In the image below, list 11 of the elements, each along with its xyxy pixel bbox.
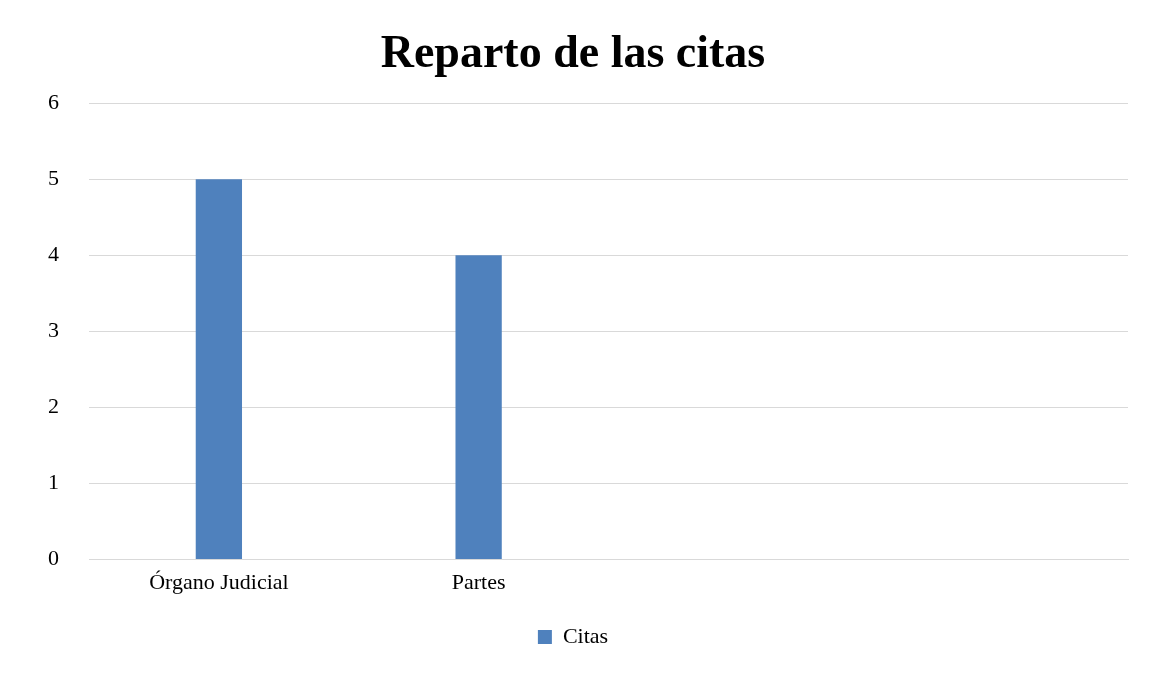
y-tick-label: 6 — [48, 88, 59, 114]
y-tick-label: 0 — [48, 545, 59, 571]
y-tick-label: 3 — [48, 317, 59, 343]
legend-label: Citas — [562, 622, 609, 648]
y-tick-label: 5 — [48, 165, 59, 191]
y-tick-label: 2 — [48, 393, 59, 419]
x-tick-label: Partes — [451, 568, 506, 594]
y-tick-label: 1 — [48, 469, 59, 495]
chart-title: Reparto de las citas — [380, 26, 766, 78]
x-tick-label: Órgano Judicial — [149, 568, 289, 594]
y-tick-label: 4 — [48, 241, 59, 267]
